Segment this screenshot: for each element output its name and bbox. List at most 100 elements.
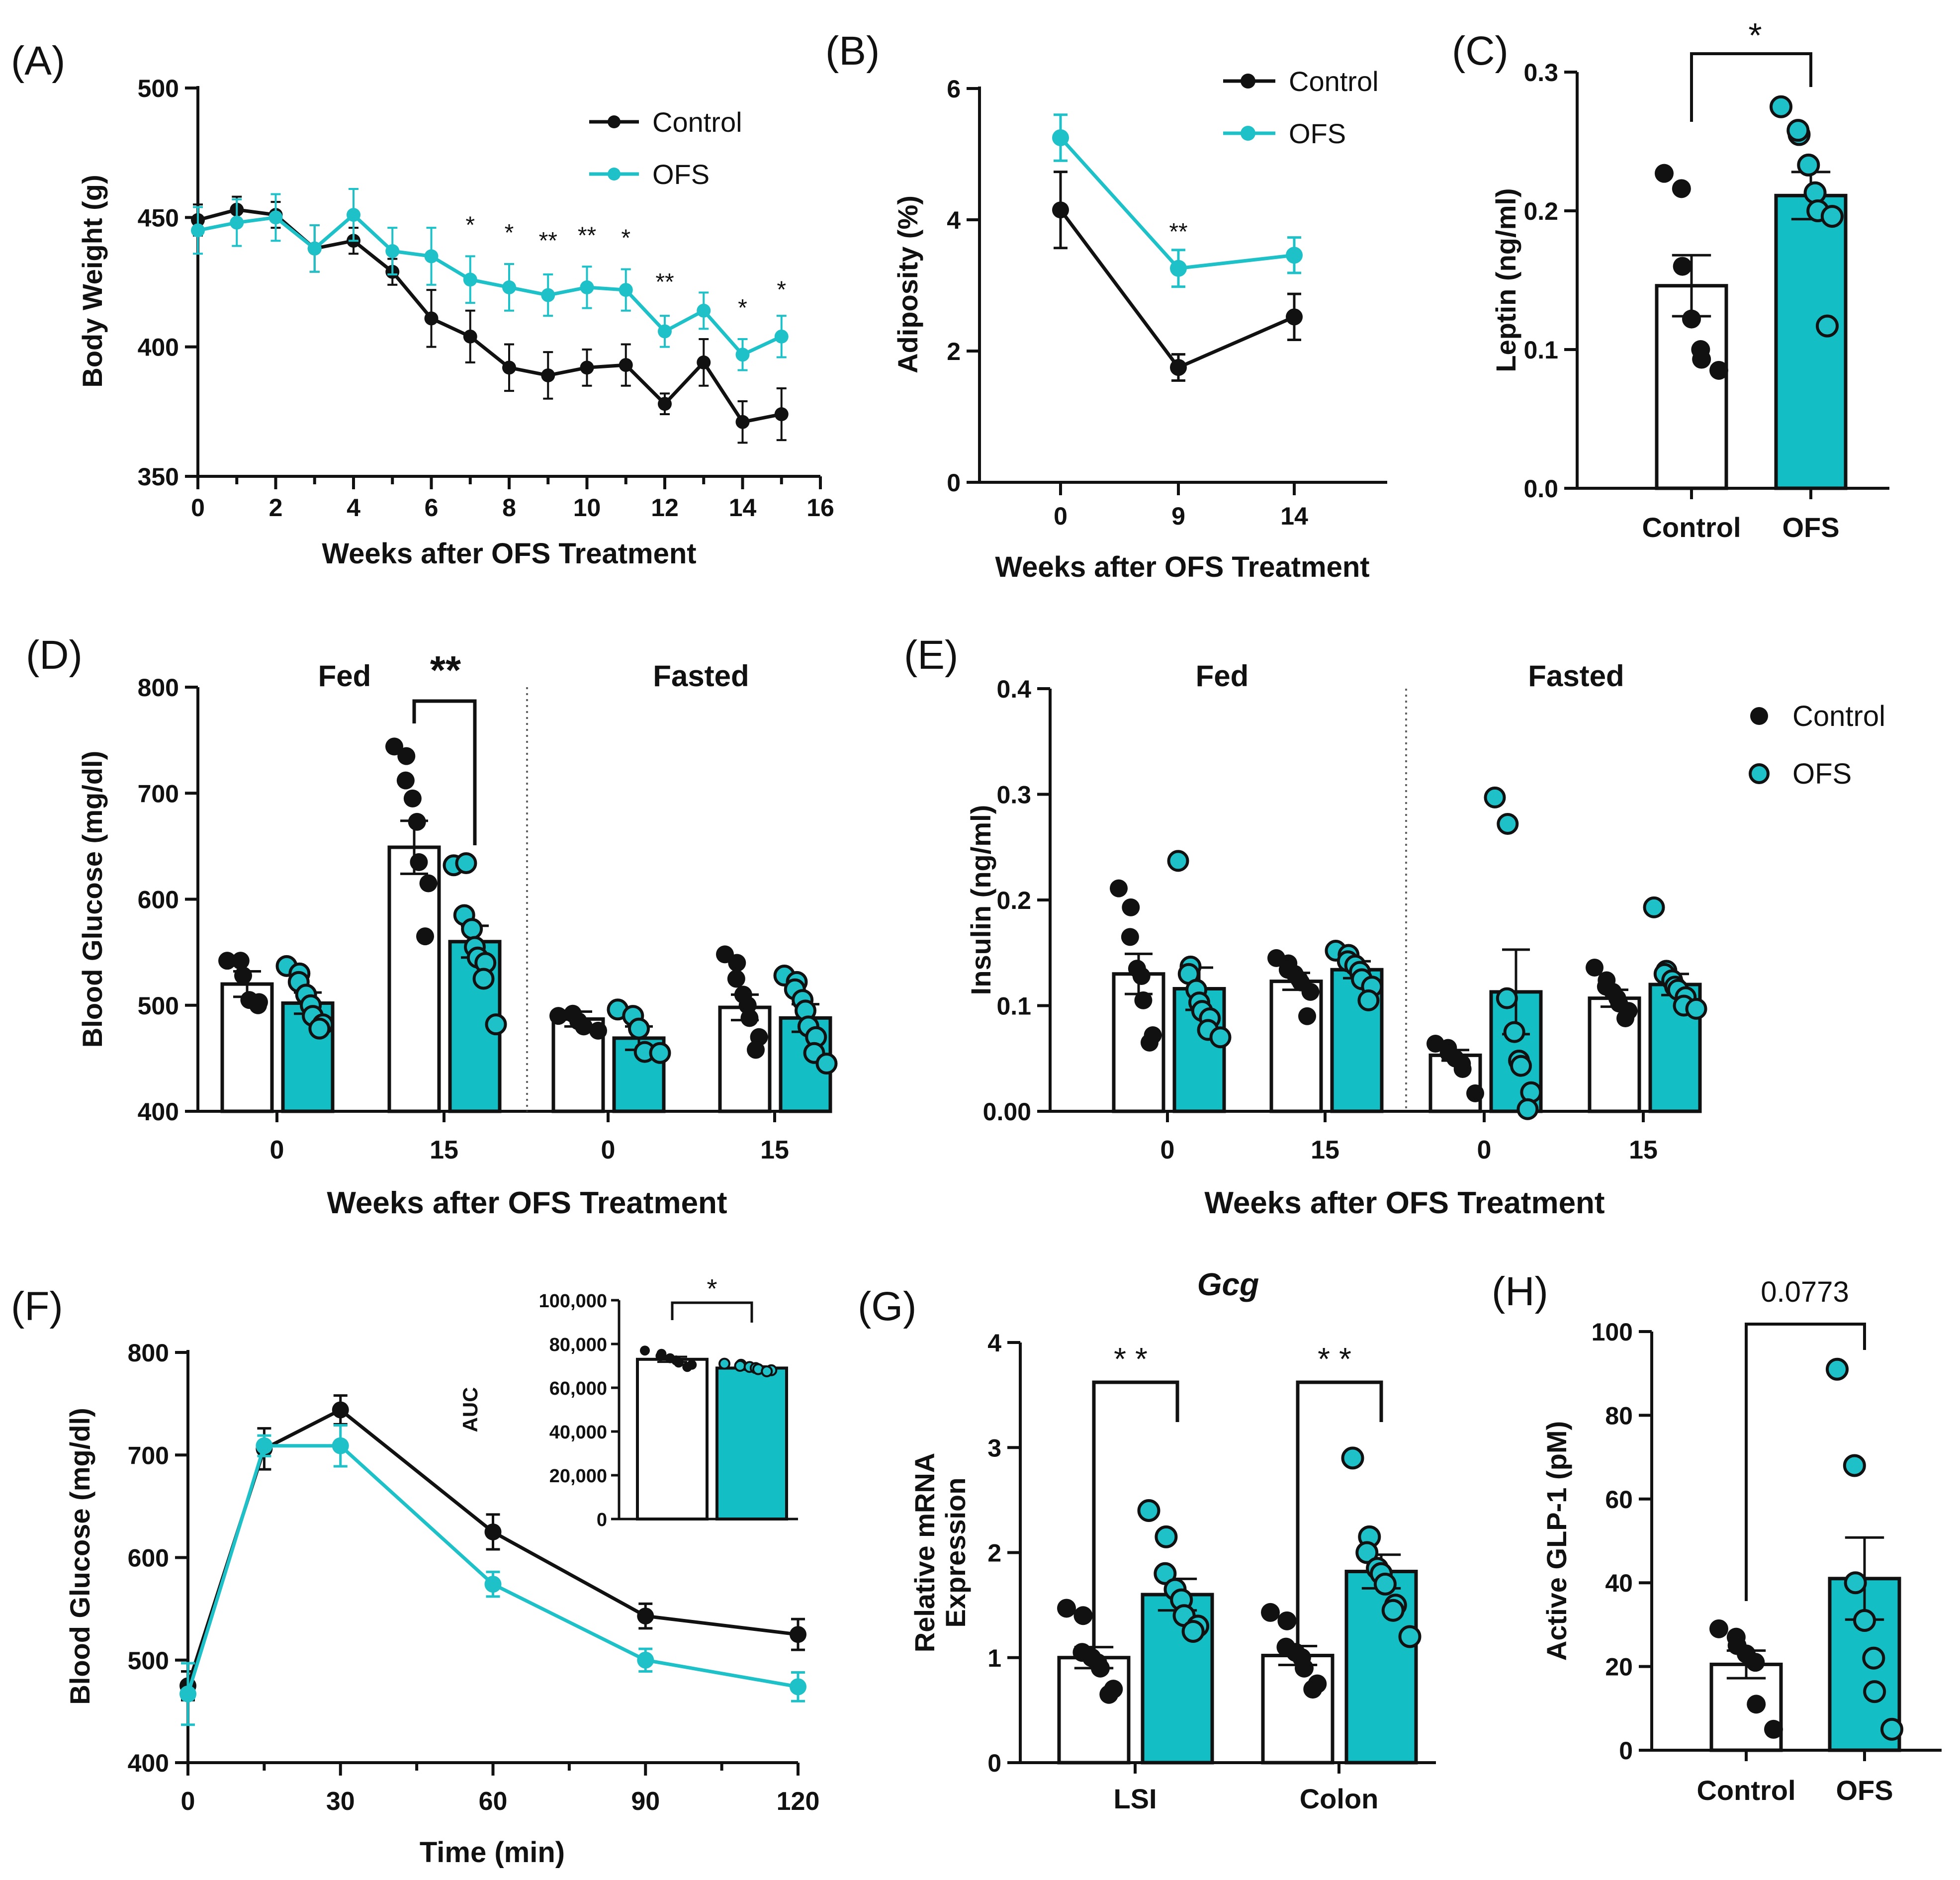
y-tick-label: 60	[1605, 1486, 1633, 1514]
ofs-point	[308, 1017, 331, 1040]
significance-marker: **	[539, 228, 557, 254]
y-tick-label: 0.4	[996, 675, 1031, 703]
y-tick-label: 4	[947, 206, 961, 234]
series-ofs-point	[424, 249, 439, 264]
control-point	[1099, 1685, 1119, 1704]
legend-label-control: Control	[1792, 700, 1885, 732]
control-point	[1672, 179, 1691, 198]
ofs-point	[718, 1357, 730, 1370]
y-tick-label: 700	[128, 1441, 169, 1469]
series-control-point	[619, 358, 633, 372]
group-label-fasted: Fasted	[1528, 659, 1624, 693]
series-control-point	[580, 360, 594, 375]
x-tick-label: Control	[1696, 1775, 1795, 1806]
x-tick-label: 0	[191, 494, 205, 522]
ofs-point	[1844, 1571, 1867, 1595]
ofs-point	[1355, 1541, 1379, 1564]
ofs-point	[1510, 1055, 1532, 1077]
ofs-point	[455, 852, 477, 874]
series-ofs-point	[735, 348, 750, 362]
y-tick-label: 80	[1605, 1402, 1633, 1430]
y-tick-label: 450	[138, 204, 179, 232]
series-ofs-point	[790, 1678, 806, 1696]
y-tick-label: 0	[1619, 1737, 1633, 1765]
significance-marker: **	[1114, 1341, 1157, 1377]
significance-marker: *	[1748, 16, 1762, 55]
legend-label-ofs: OFS	[1289, 118, 1346, 149]
control-point	[416, 927, 434, 946]
significance-marker: *	[465, 212, 475, 239]
y-axis-title: Insulin (ng/ml)	[965, 805, 996, 995]
x-tick-label: 60	[479, 1787, 508, 1816]
significance-marker: *	[621, 225, 630, 252]
y-tick-label: 80,000	[549, 1335, 607, 1355]
series-ofs-point	[385, 244, 400, 259]
significance-bracket	[1092, 1380, 1179, 1656]
panel-label-c: (C)	[1452, 28, 1509, 74]
control-point	[727, 970, 745, 988]
series-control-point	[424, 311, 439, 326]
significance-marker: *	[505, 220, 514, 246]
y-tick-label: 0.1	[996, 992, 1031, 1020]
significance-marker: **	[655, 269, 674, 295]
ofs-point	[1398, 1625, 1422, 1648]
ofs-point	[1373, 1572, 1397, 1596]
y-tick-label: 0.3	[1523, 59, 1558, 87]
significance-marker: *	[707, 1274, 717, 1304]
control-point	[549, 1007, 567, 1025]
series-ofs-point	[502, 280, 516, 294]
significance-marker: *	[777, 277, 786, 303]
control-point	[1692, 350, 1711, 369]
ofs-point	[1685, 997, 1707, 1020]
panel-c-leptin-chart: 0.0 0.1 0.2 0.3 Leptin (ng/ml) Control OFS *	[1490, 16, 1889, 543]
series-ofs-point	[1286, 247, 1303, 264]
y-tick-label: 350	[138, 463, 179, 491]
control-point	[1110, 879, 1128, 897]
control-point	[1122, 898, 1140, 916]
y-tick-label: 6	[947, 75, 961, 103]
series-ofs-point	[307, 241, 322, 256]
control-point	[419, 874, 438, 893]
x-tick-label: OFS	[1782, 512, 1839, 543]
x-tick-label: 6	[425, 494, 439, 522]
control-point	[673, 1357, 684, 1368]
panel-e-insulin-bar-chart: 0.00 0.1 0.2 0.3 0.4 Insulin (ng/ml) 0 15 0 15 Wee…	[965, 659, 1885, 1220]
y-tick-label: 500	[138, 992, 179, 1020]
series-control-point	[774, 407, 789, 422]
y-tick-label: 0	[947, 469, 961, 497]
x-tick-label: 15	[430, 1136, 458, 1164]
series-ofs-point	[774, 329, 789, 344]
control-point	[1141, 1033, 1158, 1052]
ofs-point	[1137, 1499, 1160, 1522]
x-axis-title: Time (min)	[420, 1836, 565, 1869]
series-control-point	[332, 1401, 349, 1419]
ofs-point	[1770, 95, 1792, 118]
x-tick-label: 120	[777, 1787, 820, 1816]
y-tick-label: 800	[128, 1339, 169, 1367]
ofs-point	[1786, 119, 1810, 142]
ofs-point	[1503, 1021, 1525, 1043]
panel-g-gcg-chart: 0 1 2 3 4 Relative mRNA Expression Gcg LSI ** Colo…	[909, 1266, 1436, 1814]
y-tick-label: 500	[138, 75, 179, 102]
series-ofs-point	[179, 1685, 196, 1702]
ofs-point	[1496, 987, 1518, 1009]
ofs-point	[1341, 1446, 1364, 1470]
ofs-point	[1155, 1525, 1178, 1548]
significance-p-value: 0.0773	[1761, 1276, 1849, 1308]
control-point	[410, 853, 428, 871]
legend-marker-control	[1750, 707, 1768, 725]
ofs-point	[734, 1360, 746, 1372]
y-tick-label: 20,000	[549, 1466, 607, 1487]
y-tick-label: 2	[987, 1539, 1001, 1567]
control-point	[397, 747, 416, 765]
control-point	[1655, 164, 1674, 183]
ofs-point	[1181, 1619, 1205, 1643]
y-tick-label: 0.2	[996, 887, 1031, 914]
y-tick-label: 100,000	[539, 1291, 607, 1312]
y-tick-label: 1	[987, 1644, 1001, 1672]
control-point	[1746, 1653, 1765, 1672]
y-tick-label: 0.00	[983, 1098, 1031, 1126]
y-tick-label: 0	[597, 1510, 607, 1530]
control-point	[385, 737, 403, 756]
